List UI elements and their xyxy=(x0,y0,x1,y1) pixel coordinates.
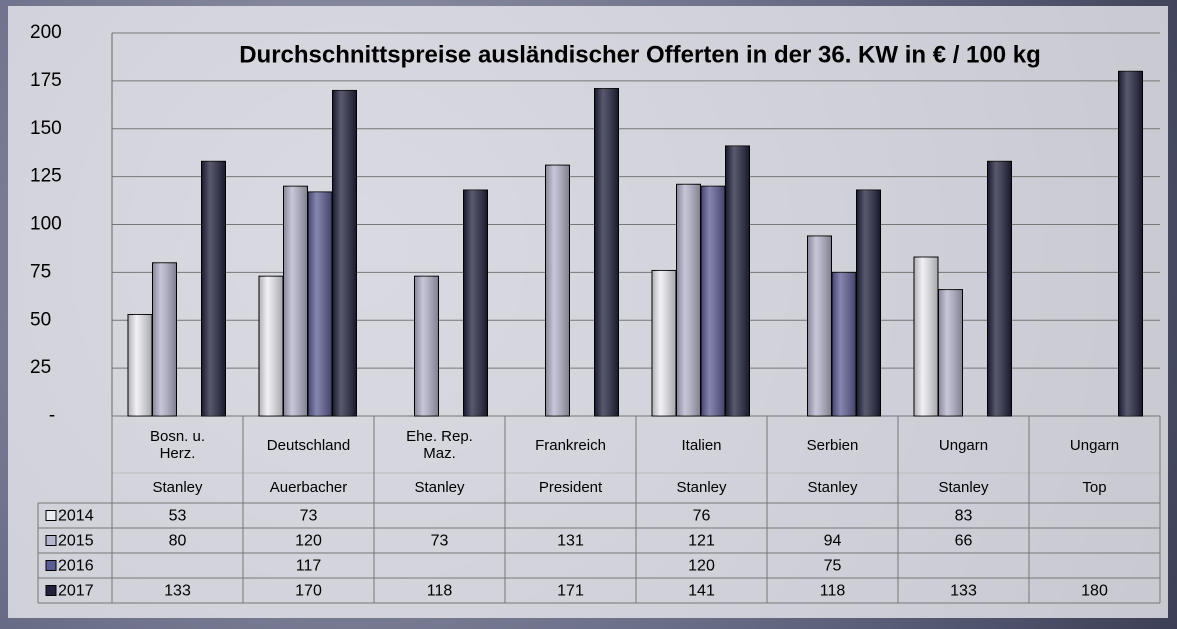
bar xyxy=(676,183,701,417)
legend-label: 2016 xyxy=(58,558,94,575)
bar xyxy=(258,275,284,417)
category-text: Ungarn xyxy=(1069,436,1120,454)
y-tick-label: 100 xyxy=(30,214,62,235)
y-tick-label: 50 xyxy=(30,309,51,330)
bar xyxy=(201,160,226,417)
y-tick-label: 25 xyxy=(30,357,51,378)
bar xyxy=(700,185,726,417)
table-value: 133 xyxy=(950,583,977,600)
table-value: 83 xyxy=(955,508,973,525)
category-text: Ungarn xyxy=(938,436,989,454)
bar xyxy=(913,256,939,417)
category-text: Ehe. Rep. Maz. xyxy=(406,428,473,462)
x-tick-label: Serbien xyxy=(767,418,898,472)
table-value: 120 xyxy=(295,533,322,550)
variety-label: Stanley xyxy=(414,479,465,496)
bar xyxy=(545,164,570,417)
table-value: 133 xyxy=(164,583,191,600)
bar xyxy=(807,235,832,417)
x-tick-label: Ungarn xyxy=(898,418,1029,472)
variety-label: Auerbacher xyxy=(270,479,348,496)
variety-label: Stanley xyxy=(152,479,203,496)
y-tick-label: 200 xyxy=(30,22,62,43)
bar xyxy=(152,262,177,417)
table-value: 180 xyxy=(1081,583,1108,600)
x-tick-label: Bosn. u. Herz. xyxy=(112,418,243,472)
x-tick-label: Italien xyxy=(636,418,767,472)
legend-swatch xyxy=(45,510,57,521)
bar xyxy=(987,160,1012,417)
category-text: Bosn. u. Herz. xyxy=(149,428,206,462)
x-tick-label: Ungarn xyxy=(1029,418,1160,472)
table-value: 75 xyxy=(824,558,842,575)
x-tick-label: Frankreich xyxy=(505,418,636,472)
bar xyxy=(831,271,857,417)
table-value: 171 xyxy=(557,583,584,600)
table-value: 76 xyxy=(693,508,711,525)
chart-title: Durchschnittspreise ausländischer Offert… xyxy=(239,41,1041,68)
table-value: 117 xyxy=(296,558,322,575)
table-value: 141 xyxy=(688,583,715,600)
bar xyxy=(938,289,963,417)
bar xyxy=(127,314,153,417)
table-value: 66 xyxy=(955,533,973,550)
legend-label: 2015 xyxy=(58,533,94,550)
bar xyxy=(594,88,619,417)
variety-label: Stanley xyxy=(676,479,727,496)
table-value: 118 xyxy=(820,583,846,600)
variety-label: Stanley xyxy=(807,479,858,496)
y-tick-label: 75 xyxy=(30,261,51,282)
legend-label: 2014 xyxy=(58,508,94,525)
table-value: 73 xyxy=(300,508,318,525)
bar xyxy=(283,185,308,417)
table-value: 94 xyxy=(824,533,842,550)
bar xyxy=(414,275,439,417)
table-value: 80 xyxy=(169,533,187,550)
category-text: Italien xyxy=(681,436,722,454)
category-text: Deutschland xyxy=(266,436,351,454)
y-tick-label: - xyxy=(49,405,55,426)
table-value: 121 xyxy=(688,533,715,550)
table-value: 118 xyxy=(427,583,453,600)
category-text: Frankreich xyxy=(535,436,606,454)
variety-label: Stanley xyxy=(938,479,989,496)
y-tick-label: 150 xyxy=(30,118,62,139)
x-tick-label: Deutschland xyxy=(243,418,374,472)
bar xyxy=(307,191,333,417)
bar xyxy=(332,89,357,417)
bar xyxy=(725,145,750,417)
y-tick-label: 125 xyxy=(30,166,62,187)
table-value: 120 xyxy=(688,558,715,575)
legend-swatch xyxy=(45,535,57,546)
table-value: 53 xyxy=(169,508,187,525)
legend-label: 2017 xyxy=(58,583,94,600)
legend-swatch xyxy=(45,560,57,571)
table-value: 73 xyxy=(431,533,449,550)
y-tick-label: 175 xyxy=(30,70,62,91)
bar xyxy=(1118,70,1143,417)
bar xyxy=(463,189,488,417)
legend-swatch xyxy=(45,585,57,596)
table-value: 170 xyxy=(295,583,322,600)
x-tick-label: Ehe. Rep. Maz. xyxy=(374,418,505,472)
table-value: 131 xyxy=(557,533,584,550)
bar xyxy=(651,269,677,417)
variety-label: President xyxy=(539,479,603,496)
variety-label: Top xyxy=(1082,479,1106,496)
bar xyxy=(856,189,881,417)
category-text: Serbien xyxy=(806,436,859,454)
